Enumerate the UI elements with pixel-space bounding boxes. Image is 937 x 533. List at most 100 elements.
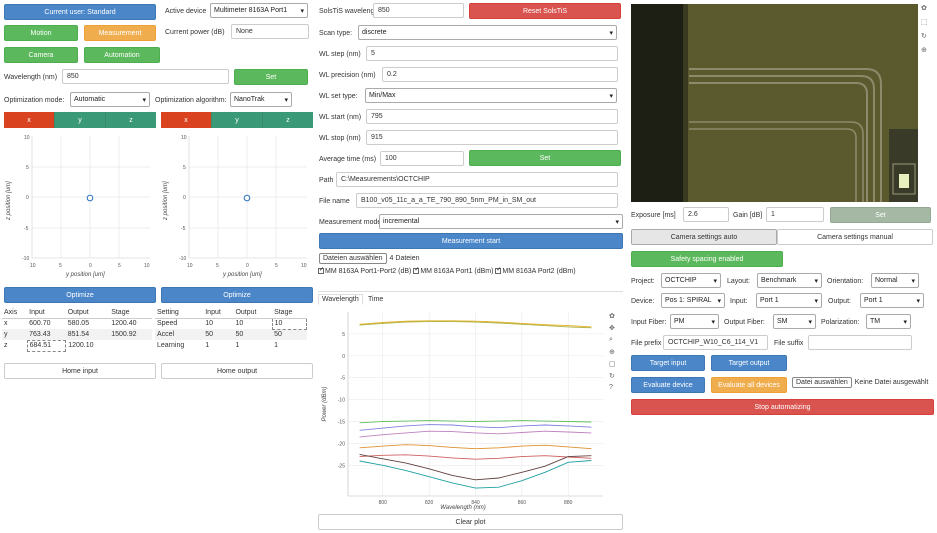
scan-type-select[interactable]: discrete: [358, 25, 617, 40]
axis-x-left[interactable]: x: [4, 112, 55, 128]
wl-stop-input[interactable]: 915: [366, 130, 618, 145]
evaluate-all-devices-button[interactable]: Evaluate all devices: [711, 377, 787, 393]
optimization-algorithm-select[interactable]: NanoTrak: [230, 92, 292, 107]
file-name-input[interactable]: B100_v05_11c_a_a_TE_790_890_5nm_PM_in_SM…: [356, 193, 618, 208]
axis-x-right[interactable]: x: [161, 112, 212, 128]
average-time-label: Average time (ms): [319, 156, 377, 163]
ytick: 0: [26, 195, 29, 201]
ytick: -5: [24, 226, 29, 232]
tab-time[interactable]: Time: [368, 296, 384, 303]
output-fiber-select[interactable]: SM: [773, 314, 816, 329]
file-prefix-input[interactable]: OCTCHIP_W10_C6_114_V1: [663, 335, 768, 350]
camera-view[interactable]: [631, 4, 918, 202]
reset-icon[interactable]: ↻: [609, 373, 615, 380]
axis-y-right[interactable]: y: [212, 112, 263, 128]
camera-set-button[interactable]: Set: [830, 207, 931, 223]
tab-camera-auto[interactable]: Camera settings auto: [631, 229, 777, 245]
series-checkbox[interactable]: MM 8163A Port1-Port2 (dB): [318, 266, 411, 275]
optimize-right-button[interactable]: Optimize: [161, 287, 313, 303]
safety-spacing-button[interactable]: Safety spacing enabled: [631, 251, 783, 267]
layout-label: Layout:: [727, 278, 750, 285]
active-device-select[interactable]: Multimeter 8163A Port1: [210, 3, 308, 18]
average-time-input[interactable]: 100: [380, 151, 464, 166]
camera-button[interactable]: Camera: [4, 47, 78, 63]
ytick: 5: [26, 165, 29, 171]
home-output-button[interactable]: Home output: [161, 363, 313, 379]
ytick: -10: [179, 256, 186, 262]
axis-z-right[interactable]: z: [263, 112, 313, 128]
editable-cell[interactable]: 10: [271, 317, 308, 330]
project-select[interactable]: OCTCHIP: [661, 273, 721, 288]
input-fiber-select[interactable]: PM: [670, 314, 719, 329]
y-tick-label: -5: [341, 376, 346, 382]
reset-solstis-button[interactable]: Reset SolsTiS: [469, 3, 621, 19]
device-file-picker: Datei auswählen Keine Datei ausgewählt: [792, 377, 928, 388]
target-output-button[interactable]: Target output: [711, 355, 787, 371]
motion-button[interactable]: Motion: [4, 25, 78, 41]
plot-toolbar: ✿ ✥ ⌕ ⊕ ▢ ↻ ?: [609, 312, 619, 412]
series-checkbox[interactable]: MM 8163A Port2 (dBm): [495, 266, 576, 275]
wl-step-input[interactable]: 5: [366, 46, 618, 61]
measurement-mode-select[interactable]: incremental: [379, 214, 623, 229]
axis-selector-right[interactable]: x y z: [161, 112, 313, 128]
position-plot-left[interactable]: 10 5 0 -5 -10 10 5 0 5 10 y position [um…: [0, 130, 158, 282]
save-icon[interactable]: ▢: [609, 361, 616, 368]
exposure-input[interactable]: 2.6: [683, 207, 729, 222]
wavelength-input[interactable]: 850: [62, 69, 229, 84]
position-plot-right[interactable]: 10 5 0 -5 -10 10 5 0 5 10 y position [um…: [157, 130, 315, 282]
output-select[interactable]: Port 1: [860, 293, 924, 308]
reset-icon[interactable]: ↻: [921, 33, 927, 40]
path-input[interactable]: C:\Measurements\OCTCHIP: [336, 172, 618, 187]
wl-start-input[interactable]: 795: [366, 109, 618, 124]
spectrum-chart[interactable]: 5 0 -5 -10 -15 -20 -25 800 820 840 860 880 Wavelen…: [318, 304, 610, 512]
y-tick-label: -10: [338, 398, 345, 404]
box-zoom-icon[interactable]: ⌕: [609, 336, 613, 343]
measurement-button[interactable]: Measurement: [84, 25, 156, 41]
current-power-field[interactable]: None: [231, 24, 309, 39]
target-input-button[interactable]: Target input: [631, 355, 705, 371]
no-file-selected: Keine Datei ausgewählt: [854, 379, 929, 386]
choose-files-button[interactable]: Dateien auswählen: [319, 253, 387, 264]
file-suffix-input[interactable]: [808, 335, 912, 350]
x-tick-label: 860: [518, 500, 527, 506]
axis-selector-left[interactable]: x y z: [4, 112, 156, 128]
series-line-8: [359, 453, 592, 481]
axis-z-left[interactable]: z: [106, 112, 156, 128]
help-icon[interactable]: ?: [609, 384, 613, 391]
pan-icon[interactable]: ✥: [609, 325, 615, 332]
optimization-mode-select[interactable]: Automatic: [70, 92, 150, 107]
orientation-select[interactable]: Normal: [871, 273, 919, 288]
measurement-start-button[interactable]: Measurement start: [319, 233, 623, 249]
optimize-left-button[interactable]: Optimize: [4, 287, 156, 303]
home-input-button[interactable]: Home input: [4, 363, 156, 379]
device-select[interactable]: Pos 1: SPIRAL: [661, 293, 725, 308]
current-user-button[interactable]: Current user: Standard: [4, 4, 156, 20]
automation-button[interactable]: Automation: [84, 47, 160, 63]
y-tick-label: 5: [342, 332, 345, 338]
evaluate-device-button[interactable]: Evaluate device: [631, 377, 705, 393]
editable-cell[interactable]: 684.51: [26, 339, 67, 352]
average-time-set-button[interactable]: Set: [469, 150, 621, 166]
clear-plot-button[interactable]: Clear plot: [318, 514, 623, 530]
output-label: Output:: [828, 298, 851, 305]
wl-precision-input[interactable]: 0.2: [382, 67, 618, 82]
axis-y-left[interactable]: y: [55, 112, 106, 128]
table-header: Input: [203, 307, 234, 319]
stop-automatizing-button[interactable]: Stop automatizing: [631, 399, 934, 415]
layout-select[interactable]: Benchmark: [757, 273, 822, 288]
solstis-wavelength-input[interactable]: 850: [373, 3, 464, 18]
input-select[interactable]: Port 1: [756, 293, 822, 308]
box-select-icon[interactable]: ⬚: [921, 19, 928, 26]
choose-file-button[interactable]: Datei auswählen: [792, 377, 852, 388]
polarization-select[interactable]: TM: [866, 314, 911, 329]
tab-wavelength[interactable]: Wavelength: [318, 294, 363, 305]
gain-input[interactable]: 1: [766, 207, 824, 222]
file-count: 4 Dateien: [389, 255, 420, 262]
wheel-zoom-icon[interactable]: ⊕: [609, 349, 615, 356]
series-checkbox[interactable]: MM 8163A Port1 (dBm): [413, 266, 493, 275]
current-power-label: Current power (dB): [165, 29, 225, 36]
wl-set-type-select[interactable]: Min/Max: [365, 88, 617, 103]
wavelength-set-button[interactable]: Set: [234, 69, 308, 85]
tab-camera-manual[interactable]: Camera settings manual: [777, 229, 933, 245]
help-icon[interactable]: ⊕: [921, 47, 927, 54]
